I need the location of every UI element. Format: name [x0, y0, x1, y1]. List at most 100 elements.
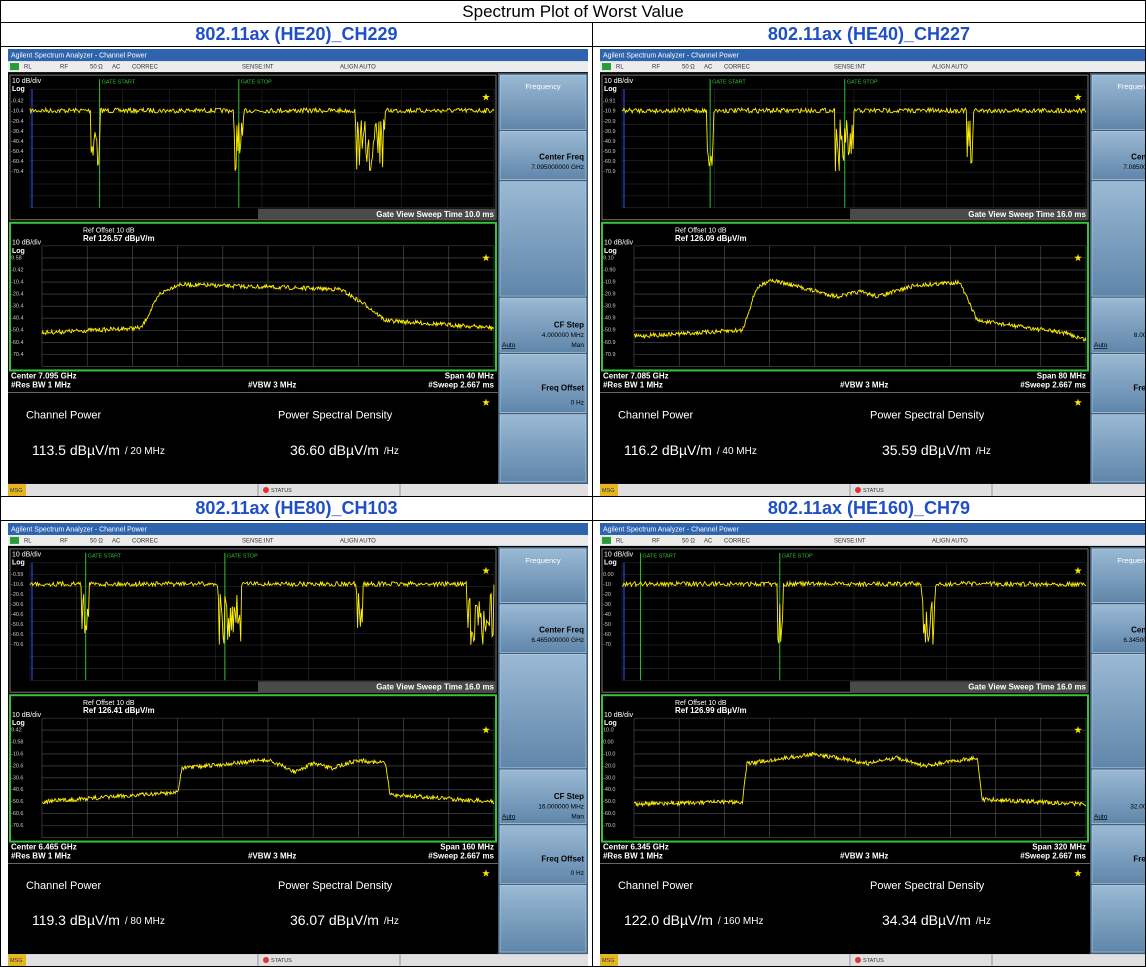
- y-label: -0.59: [11, 572, 23, 578]
- window-title: Agilent Spectrum Analyzer - Channel Powe…: [11, 526, 148, 533]
- log-label: Log: [604, 86, 617, 93]
- ref-offset: Ref Offset 10 dB: [83, 700, 135, 707]
- y-label: -10.4: [11, 279, 24, 285]
- bottom-bar: [8, 954, 588, 966]
- softkey-label: Freq Offset: [541, 855, 584, 864]
- softkey-value: 8.000000 MHz: [1134, 332, 1146, 339]
- gate-label: GATE START: [712, 80, 746, 86]
- log-label: Log: [604, 560, 617, 567]
- msg-box: [8, 483, 26, 496]
- msg: MSG: [602, 958, 614, 964]
- softkey-option: Auto: [1094, 813, 1108, 820]
- gate-label: GATE START: [102, 80, 136, 86]
- softkey-label: Center Freq: [539, 153, 584, 162]
- softkey-value: 32.000000 MHz: [1130, 803, 1146, 810]
- y-label: 9.42: [11, 728, 22, 734]
- status-bar: [600, 534, 1145, 546]
- status-item: AC: [704, 65, 713, 71]
- main-view-frame: [601, 694, 1089, 843]
- y-label: 0.00: [603, 739, 614, 745]
- status-item: RF: [652, 539, 660, 545]
- channel-power-value: 116.2 dBµV/m: [624, 441, 712, 457]
- channel-power-label: Channel Power: [26, 410, 101, 422]
- status-item: CORREC: [724, 65, 751, 71]
- y-label: -10.4: [11, 109, 24, 115]
- vbw: #VBW 3 MHz: [248, 381, 296, 390]
- y-label: -20.9: [603, 119, 616, 125]
- log-label: Log: [12, 86, 25, 93]
- ref-offset: Ref Offset 10 dB: [83, 228, 135, 235]
- y-label: -30.4: [11, 129, 24, 135]
- softkey-option: Man: [571, 342, 584, 349]
- status-item: ALIGN AUTO: [340, 539, 376, 545]
- gate-trace: [621, 106, 1087, 172]
- y-label: -60.9: [603, 340, 616, 346]
- y-label: -70.9: [603, 352, 616, 358]
- scale-label: 10 dB/div: [604, 712, 634, 719]
- softkey: [1091, 769, 1145, 824]
- status-item: RF: [60, 539, 68, 545]
- center-freq: Center 7.085 GHz: [603, 372, 669, 381]
- softkey: [1091, 414, 1145, 483]
- marker-star: [1074, 398, 1082, 406]
- y-label: -50.6: [11, 799, 23, 805]
- status: STATUS: [863, 958, 884, 964]
- softkey-value: 0 Hz: [571, 399, 584, 406]
- status-item: 50 Ω: [90, 539, 103, 545]
- sweep-time-bar: [850, 208, 1088, 220]
- res-bw: #Res BW 1 MHz: [11, 852, 71, 861]
- channel-power: 113.5 dBµV/m / 20 MHz: [32, 441, 165, 457]
- softkey: [1091, 548, 1145, 603]
- status-item: ALIGN AUTO: [932, 539, 968, 545]
- softkey: [499, 825, 587, 884]
- y-label: -30.6: [11, 775, 23, 781]
- marker-star: [1074, 869, 1082, 877]
- y-label: -20.6: [11, 763, 23, 769]
- cell-heading: 802.11ax (HE160)_CH79: [592, 496, 1146, 521]
- y-label: -60.6: [11, 632, 23, 638]
- marker-star: [1074, 253, 1082, 262]
- screenshot-cell: Agilent Spectrum Analyzer - Channel Powe…: [592, 520, 1146, 967]
- psd-label: Power Spectral Density: [278, 880, 393, 892]
- softkey: [1091, 74, 1145, 130]
- res-bw: #Res BW 1 MHz: [603, 852, 663, 861]
- y-label: -60.0: [603, 811, 615, 817]
- gate-label: GATE STOP: [847, 80, 878, 86]
- y-label: -0.90: [603, 267, 616, 273]
- status-bar: [8, 61, 588, 73]
- psd-value: 35.59 dBµV/m: [882, 441, 971, 457]
- softkey-option: Man: [571, 813, 584, 820]
- analyzer-screenshot: Agilent Spectrum Analyzer - Channel Powe…: [8, 49, 588, 496]
- span: Span 160 MHz: [440, 843, 494, 852]
- channel-power: 119.3 dBµV/m / 80 MHz: [32, 912, 165, 928]
- psd-value: 34.34 dBµV/m: [882, 912, 971, 928]
- marker-star: [1074, 726, 1082, 734]
- gate-label: GATE STOP: [227, 553, 258, 559]
- marker-star: [1074, 93, 1082, 101]
- softkey: [1091, 297, 1145, 353]
- status: STATUS: [271, 958, 292, 964]
- channel-power: 122.0 dBµV/m / 160 MHz: [624, 912, 763, 928]
- softkey: [499, 354, 587, 413]
- softkey: [499, 297, 587, 353]
- y-label: -40.6: [11, 787, 23, 793]
- softkey-label: Center Freq: [539, 626, 584, 635]
- status-item: AC: [704, 539, 713, 545]
- y-label: -70.6: [11, 823, 23, 829]
- y-label: -50.4: [11, 149, 24, 155]
- status-icon: [855, 957, 861, 964]
- softkey-menu: Frequency: [1117, 82, 1146, 91]
- softkey-menu: Frequency: [1117, 556, 1146, 565]
- channel-power-label: Channel Power: [26, 880, 102, 892]
- status-icon: [263, 486, 269, 493]
- marker-star: [482, 93, 490, 101]
- y-label: -50.9: [603, 328, 616, 334]
- psd: 36.60 dBµV/m/Hz: [290, 441, 399, 457]
- softkey-value: 7.095000000 GHz: [531, 164, 584, 171]
- log-label: Log: [12, 560, 25, 567]
- lxi-icon: [602, 536, 611, 544]
- status-item: ALIGN AUTO: [340, 65, 376, 71]
- log-label: Log: [604, 248, 617, 255]
- marker-star: [482, 869, 490, 877]
